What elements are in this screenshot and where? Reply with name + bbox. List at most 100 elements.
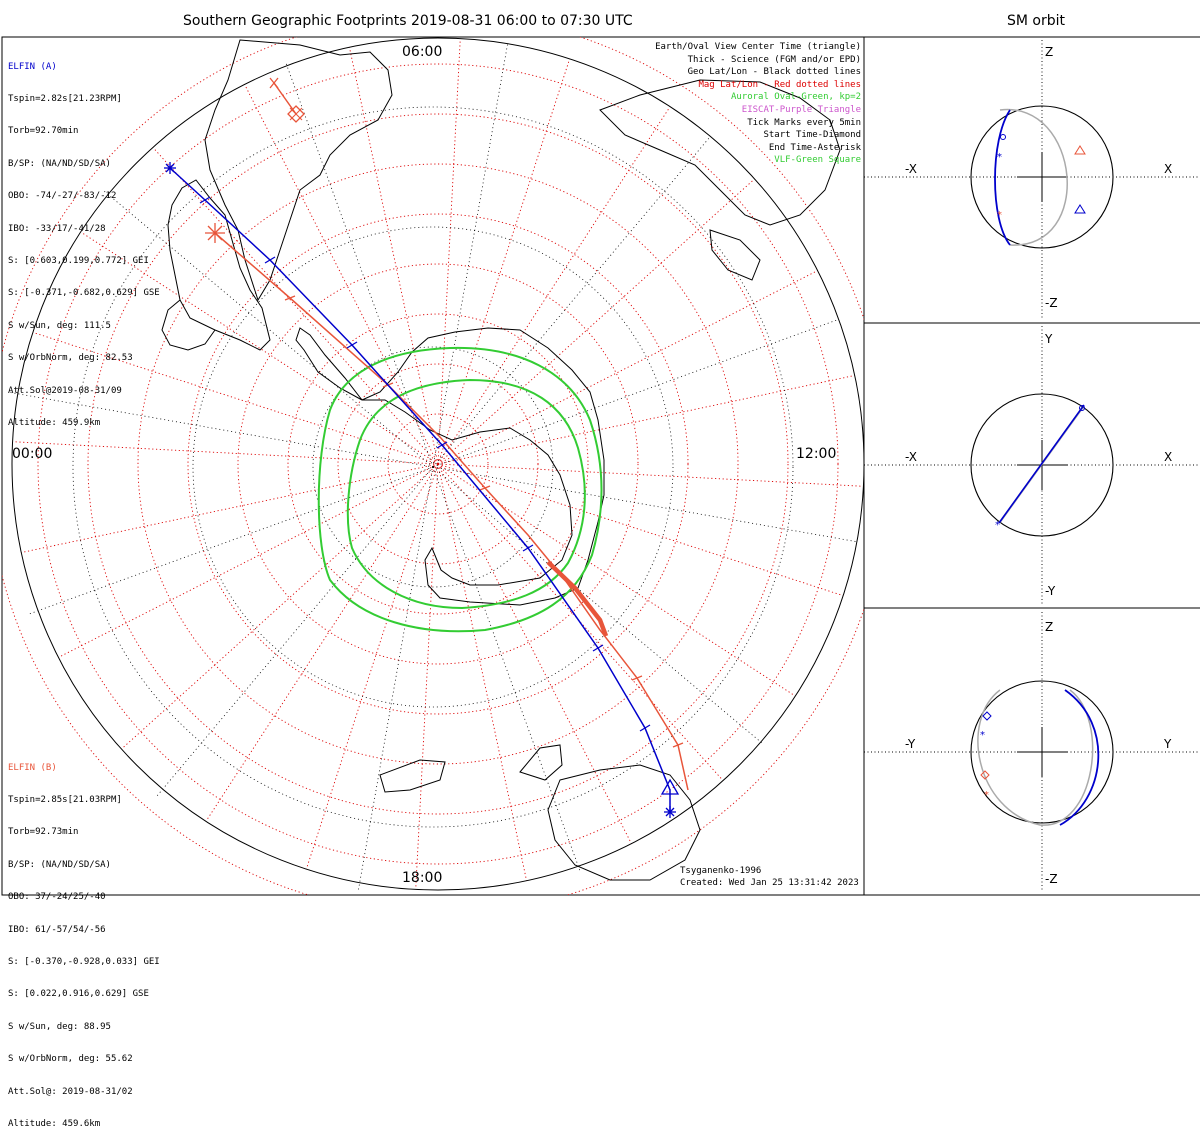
elfin-a-track xyxy=(164,162,680,818)
elfin-a-line: S: [0.603,0.199,0.772] GEI xyxy=(8,255,149,266)
elfin-a-info: ELFIN (A) Tspin=2.82s[21.23RPM] Torb=92.… xyxy=(8,40,160,439)
svg-text:*: * xyxy=(997,210,1002,221)
panel3-axis-down: -Z xyxy=(1045,872,1058,886)
orbit-panel-title: SM orbit xyxy=(1007,13,1066,29)
geo-lon-line xyxy=(285,62,434,468)
legend: Earth/Oval View Center Time (triangle) T… xyxy=(655,41,861,167)
mag-lon-line xyxy=(437,463,864,487)
time-label-left: 00:00 xyxy=(12,446,53,462)
auroral-oval xyxy=(317,346,603,633)
time-label-bottom: 18:00 xyxy=(402,870,443,886)
mag-lon-line xyxy=(205,463,439,822)
mag-lon-line xyxy=(21,463,439,554)
elfin-b-line: Altitude: 459.6km xyxy=(8,1118,101,1129)
elfin-b-line: B/SP: (NA/ND/SD/SA) xyxy=(8,859,111,870)
globe-horizon xyxy=(11,37,864,891)
legend-item: Start Time-Diamond xyxy=(763,130,861,141)
elfin-a-line: OBO: -74/-27/-83/-12 xyxy=(8,191,117,202)
geo-lon-line xyxy=(432,466,857,543)
mag-lon-line xyxy=(415,463,439,890)
time-label-top: 06:00 xyxy=(402,44,443,60)
panel1-axis-left: -X xyxy=(905,162,917,176)
elfin-a-line: B/SP: (NA/ND/SD/SA) xyxy=(8,158,111,169)
panel1-axis-down: -Z xyxy=(1045,296,1058,310)
orbit-panel-xy: * xyxy=(864,326,1200,605)
mag-lon-line xyxy=(152,147,439,465)
elfin-a-line: Altitude: 459.9km xyxy=(8,417,101,428)
elfin-b-info: ELFIN (B) Tspin=2.85s[21.03RPM] Torb=92.… xyxy=(8,741,160,1140)
panel1-axis-up: Z xyxy=(1045,45,1054,59)
svg-text:*: * xyxy=(980,730,985,741)
panel2-axis-left: -X xyxy=(905,450,917,464)
mag-lon-line xyxy=(437,270,818,465)
mag-lon-line xyxy=(437,463,528,881)
legend-item: Thick - Science (FGM and/or EPD) xyxy=(687,54,861,65)
svg-text:*: * xyxy=(984,790,989,801)
elfin-a-line: S w/Sun, deg: 111.5 xyxy=(8,320,111,331)
main-title: Southern Geographic Footprints 2019-08-3… xyxy=(183,13,633,29)
elfin-b-line: Tspin=2.85s[21.03RPM] xyxy=(8,794,122,805)
coastlines xyxy=(161,39,841,881)
mag-lon-line xyxy=(12,441,439,465)
geo-lon-line xyxy=(28,466,434,615)
mag-lon-line xyxy=(437,374,855,465)
mag-lon-line xyxy=(348,47,439,465)
mag-lon-grid xyxy=(12,38,864,890)
figure-canvas: * * * * * xyxy=(1,36,1200,896)
svg-text:*: * xyxy=(997,152,1002,163)
mag-lon-line xyxy=(437,58,571,465)
elfin-b-line: S: [0.022,0.916,0.629] GSE xyxy=(8,989,149,1000)
geo-lon-line xyxy=(432,466,581,872)
mag-lon-line xyxy=(32,331,439,465)
mag-lon-line xyxy=(305,463,439,870)
legend-item: Tick Marks every 5min xyxy=(747,117,861,128)
elfin-a-line: Att.Sol@2019-08-31/09 xyxy=(8,385,122,396)
mag-lon-line xyxy=(437,463,632,844)
mag-lon-line xyxy=(437,178,755,465)
elfin-b-line: S w/OrbNorm, deg: 55.62 xyxy=(8,1054,133,1065)
svg-text:*: * xyxy=(995,520,1000,531)
elfin-a-line: S w/OrbNorm, deg: 82.53 xyxy=(8,353,133,364)
legend-item: Geo Lat/Lon - Black dotted lines xyxy=(687,67,861,78)
elfin-b-line: IBO: 61/-57/54/-56 xyxy=(8,924,106,935)
panel2-axis-right: X xyxy=(1164,450,1173,464)
legend-item: End Time-Asterisk xyxy=(768,142,861,153)
mag-lon-line xyxy=(437,106,671,465)
mag-lon-line xyxy=(80,231,439,465)
geo-lon-line xyxy=(432,319,838,468)
elfin-a-name: ELFIN (A) xyxy=(8,61,57,72)
elfin-b-line: S: [-0.370,-0.928,0.033] GEI xyxy=(8,956,160,967)
elfin-a-line: S: [-0.371,-0.682,0.629] GSE xyxy=(8,288,160,299)
legend-item: VLF-Green Square xyxy=(774,155,861,166)
orbit-panel-yz: * * xyxy=(864,612,1200,892)
elfin-b-track xyxy=(205,77,689,791)
elfin-b-line: S w/Sun, deg: 88.95 xyxy=(8,1021,111,1032)
elfin-a-line: Tspin=2.82s[21.23RPM] xyxy=(8,93,122,104)
panel2-axis-down: -Y xyxy=(1045,584,1056,598)
mag-lon-line xyxy=(437,38,461,465)
mag-lon-line xyxy=(437,463,844,597)
geo-lon-line xyxy=(432,137,710,468)
elfin-b-line: OBO: 37/-24/25/-40 xyxy=(8,892,106,903)
panel1-axis-right: X xyxy=(1164,162,1173,176)
orbit-panel-xz: * * xyxy=(864,40,1200,320)
elfin-b-name: ELFIN (B) xyxy=(8,762,57,773)
legend-item: Auroral Oval-Green, kp=2 xyxy=(730,92,861,103)
panel3-axis-left: -Y xyxy=(905,737,916,751)
elfin-a-line: IBO: -33/17/-41/28 xyxy=(8,223,106,234)
legend-item: Earth/Oval View Center Time (triangle) xyxy=(655,42,861,52)
view-center-triangle xyxy=(660,778,680,795)
geo-lat-grid xyxy=(72,106,794,828)
elfin-b-line: Torb=92.73min xyxy=(8,827,79,838)
panel3-axis-right: Y xyxy=(1164,737,1172,751)
elfin-b-line: Att.Sol@: 2019-08-31/02 xyxy=(8,1086,133,1097)
geo-lon-line xyxy=(432,43,509,468)
orbit-panels: * * * * * xyxy=(864,36,1200,896)
created-timestamp: Created: Wed Jan 25 13:31:42 2023 xyxy=(680,877,859,888)
panel2-axis-up: Y xyxy=(1045,332,1053,346)
mag-lat-grid xyxy=(2,37,864,895)
time-label-right: 12:00 xyxy=(796,446,837,462)
elfin-a-line: Torb=92.70min xyxy=(8,126,79,137)
mag-lon-line xyxy=(244,84,439,465)
legend-item: EISCAT-Purple Triangle xyxy=(741,104,861,115)
